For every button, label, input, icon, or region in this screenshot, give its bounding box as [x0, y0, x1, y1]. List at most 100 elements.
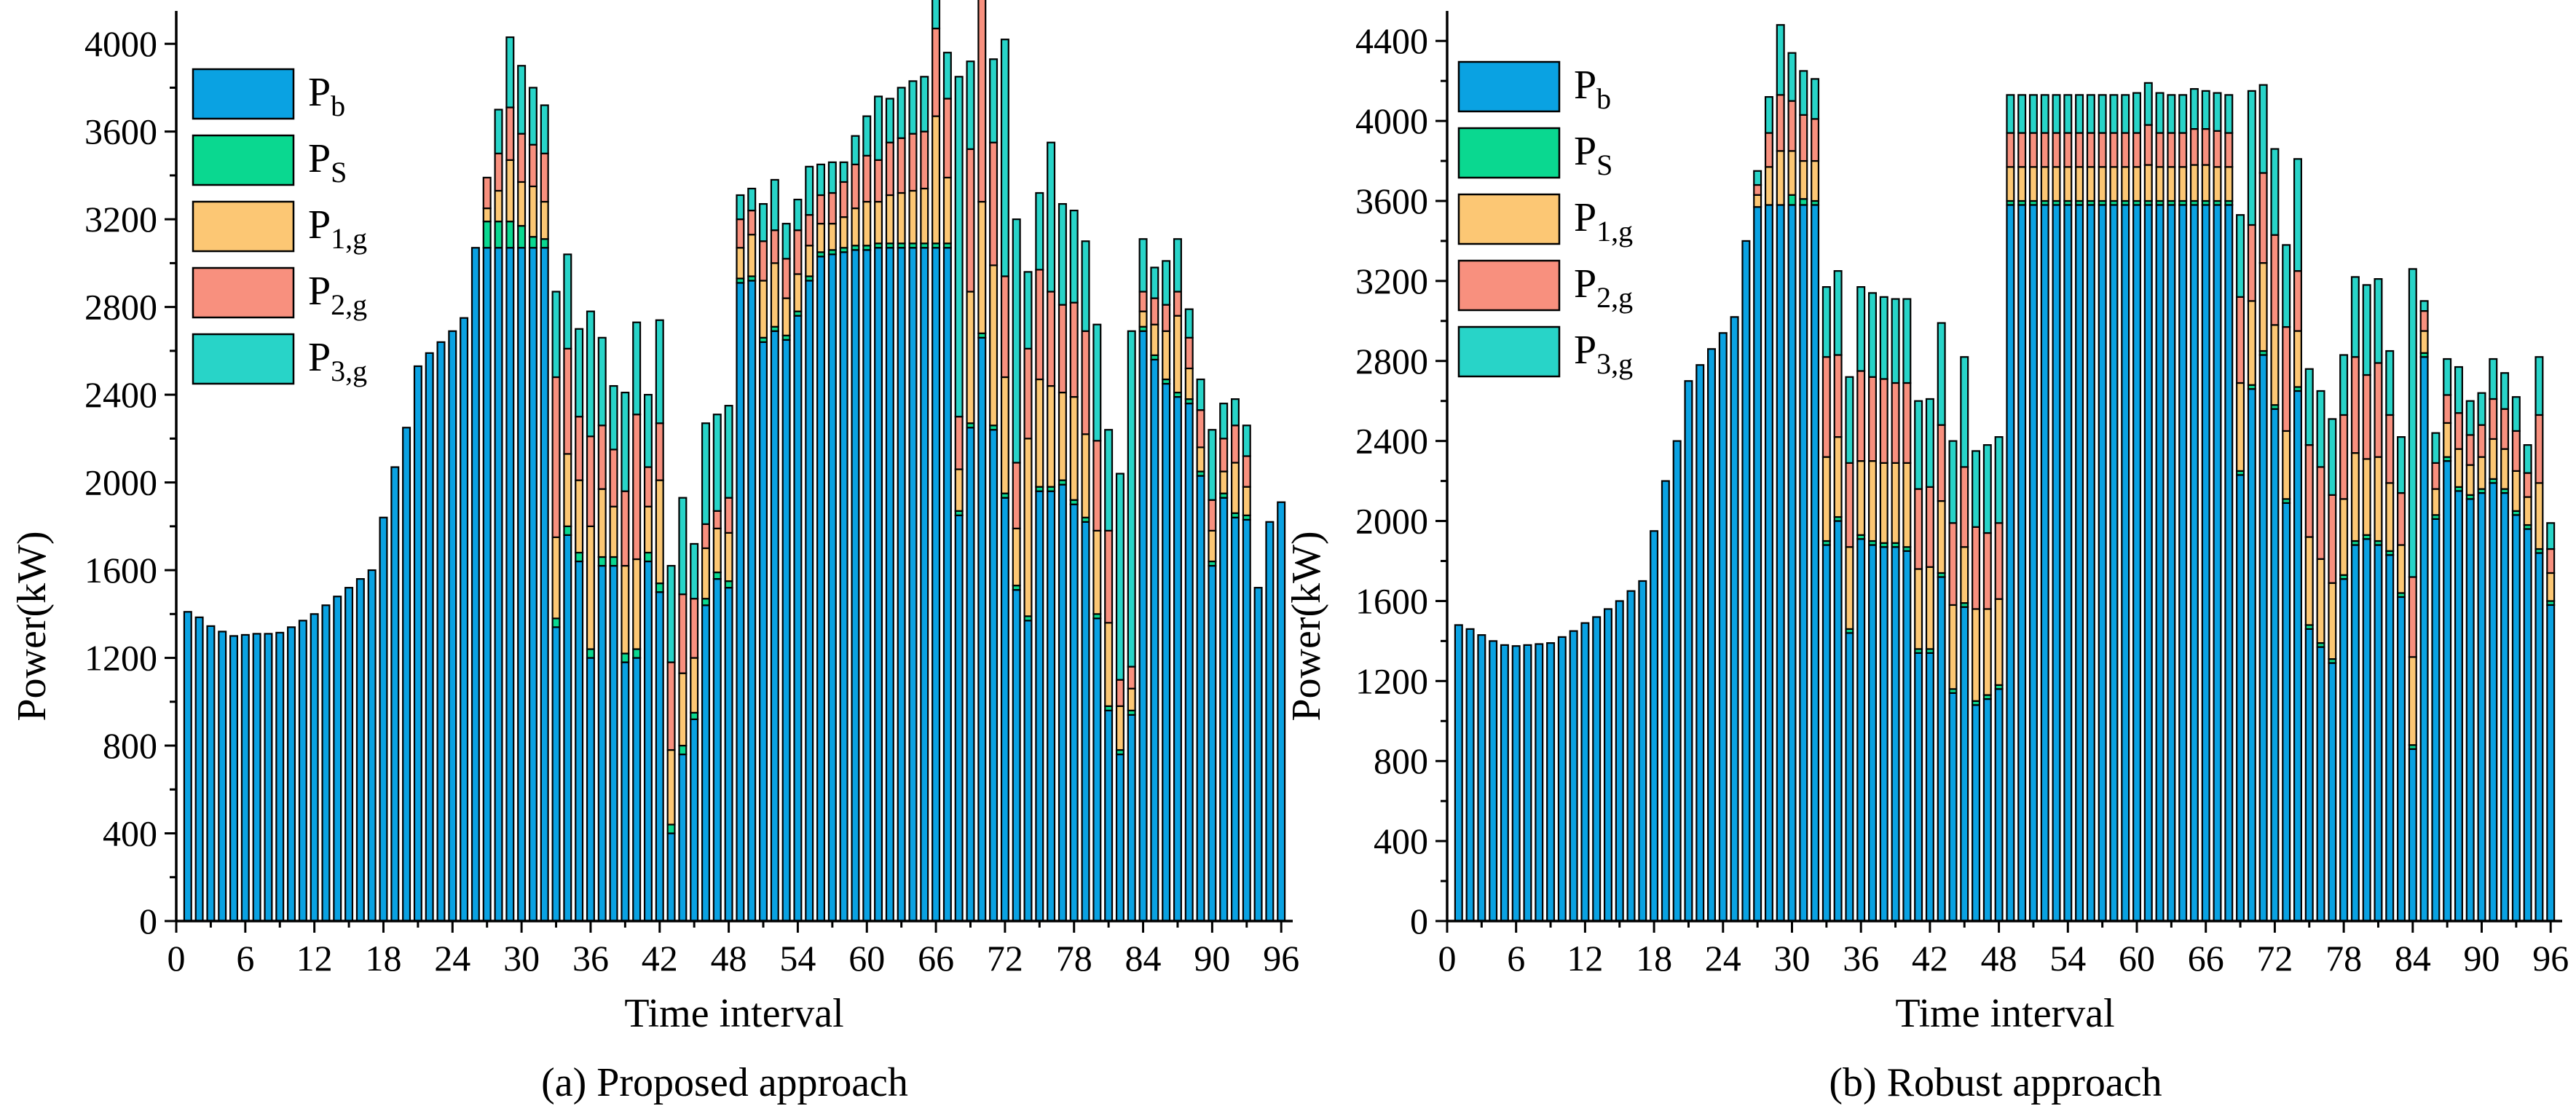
- bar-segment-p1g: [690, 657, 699, 714]
- bar-segment-p3g: [701, 422, 710, 525]
- panel-a-axes: 0 6 12 18 24 30 36 42 48 54 60 66 72 78 84 90 96 0 400 800 1…: [84, 11, 1299, 979]
- bar-segment-pb: [690, 718, 699, 923]
- x-tick-label: 6: [236, 938, 254, 979]
- y-tick-label: 4000: [1355, 100, 1428, 141]
- bar-segment-pb: [1994, 688, 2004, 923]
- bar-segment-p3g: [1196, 378, 1205, 411]
- bar-b-84: [2408, 268, 2417, 923]
- bar-segment-ps: [724, 580, 733, 589]
- bar-segment-p1g: [2419, 330, 2429, 354]
- bar-segment-pb: [575, 560, 584, 923]
- bar-segment-pb: [885, 247, 894, 923]
- bar-segment-p2g: [862, 154, 872, 203]
- bar-a-39: [621, 391, 630, 923]
- bar-segment-p2g: [954, 416, 964, 470]
- bar-segment-p2g: [2098, 132, 2107, 168]
- bar-segment-p2g: [1000, 275, 1009, 379]
- bar-segment-p2g: [1845, 462, 1854, 548]
- bar-segment-pb: [206, 625, 216, 923]
- x-tick-label: 60: [2119, 938, 2155, 979]
- bar-segment-pb: [1057, 483, 1067, 923]
- x-tick-label: 84: [1125, 938, 1162, 979]
- bar-b-42: [1925, 398, 1934, 923]
- bar-b-87: [2443, 357, 2452, 923]
- panel-a-legend: Pb PS P1,g P2,g P3,g: [192, 68, 367, 387]
- bar-b-73: [2282, 244, 2291, 923]
- legend-label: PS: [308, 136, 347, 189]
- bar-b-59: [2121, 94, 2130, 923]
- bar-segment-pb: [1695, 364, 1705, 923]
- bar-segment-p3g: [2109, 94, 2119, 134]
- x-tick-label: 18: [1636, 938, 1672, 979]
- bar-segment-ps: [609, 556, 618, 567]
- bar-b-80: [2362, 284, 2371, 923]
- bar-a-36: [586, 310, 595, 923]
- bar-segment-p3g: [2063, 94, 2073, 134]
- bar-segment-p1g: [2006, 166, 2015, 202]
- bar-segment-ps: [597, 556, 607, 567]
- bar-segment-pb: [2454, 490, 2463, 923]
- bar-segment-p2g: [2293, 270, 2302, 332]
- bar-b-89: [2465, 400, 2475, 923]
- bar-b-3: [1477, 634, 1486, 923]
- bar-b-12: [1580, 622, 1590, 923]
- bar-segment-p3g: [563, 253, 572, 349]
- bar-segment-p2g: [1764, 132, 1773, 168]
- bar-segment-p1g: [1845, 546, 1854, 631]
- bar-segment-pb: [759, 341, 768, 923]
- bar-a-79: [1081, 240, 1090, 923]
- bar-segment-pb: [1477, 634, 1486, 923]
- legend-item-p3g: P3,g: [192, 333, 367, 387]
- bar-segment-pb: [1208, 564, 1217, 923]
- bar-segment-p2g: [2028, 132, 2038, 168]
- bar-segment-pb: [2075, 204, 2084, 923]
- bar-a-91: [1219, 403, 1229, 923]
- bar-segment-pb: [505, 247, 515, 923]
- bar-segment-p2g: [931, 27, 941, 117]
- x-tick-label: 90: [2464, 938, 2500, 979]
- bar-segment-p2g: [482, 176, 492, 210]
- bar-segment-p1g: [1948, 604, 1958, 690]
- bar-b-14: [1603, 608, 1612, 923]
- legend-swatch: [1457, 60, 1561, 113]
- bar-a-7: [252, 633, 261, 923]
- bar-b-48: [1994, 436, 2004, 923]
- bar-segment-p2g: [770, 229, 779, 264]
- bar-a-41: [643, 394, 653, 923]
- bar-segment-p1g: [2339, 498, 2349, 576]
- bar-segment-p3g: [862, 115, 872, 157]
- bar-segment-p2g: [540, 152, 549, 203]
- legend-item-p3g: P3,g: [1457, 325, 1633, 380]
- bar-segment-p3g: [2465, 400, 2475, 436]
- bar-segment-pb: [816, 256, 826, 923]
- bar-a-76: [1047, 141, 1056, 923]
- bar-segment-p2g: [2006, 132, 2015, 168]
- bar-segment-p3g: [2258, 84, 2268, 174]
- y-tick-label: 2400: [84, 374, 157, 415]
- bar-segment-ps: [1799, 198, 1808, 206]
- bar-segment-p2g: [759, 240, 768, 282]
- bar-segment-ps: [505, 221, 515, 249]
- bar-segment-p2g: [977, 0, 987, 203]
- bar-segment-pb: [2339, 578, 2349, 923]
- bar-segment-pb: [1489, 640, 1498, 923]
- x-tick-label: 72: [987, 938, 1023, 979]
- bar-segment-p3g: [1799, 70, 1808, 116]
- bar-segment-p3g: [1753, 170, 1762, 186]
- bar-segment-p1g: [2028, 166, 2038, 202]
- bar-segment-p2g: [2316, 466, 2325, 560]
- panel-b-legend: Pb PS P1,g P2,g P3,g: [1457, 60, 1633, 380]
- bar-segment-p1g: [942, 176, 952, 245]
- bar-a-93: [1242, 424, 1251, 923]
- bar-segment-p3g: [2143, 82, 2153, 126]
- bar-a-69: [966, 60, 975, 923]
- legend-swatch: [192, 333, 295, 385]
- bar-segment-p3g: [2293, 158, 2302, 272]
- bar-segment-p3g: [2006, 94, 2015, 134]
- bar-segment-p3g: [1833, 270, 1843, 356]
- bar-segment-p2g: [1057, 304, 1067, 394]
- bar-segment-p2g: [597, 424, 607, 490]
- bar-segment-p1g: [1982, 608, 1992, 696]
- x-tick-label: 60: [848, 938, 885, 979]
- bar-segment-pb: [287, 626, 296, 923]
